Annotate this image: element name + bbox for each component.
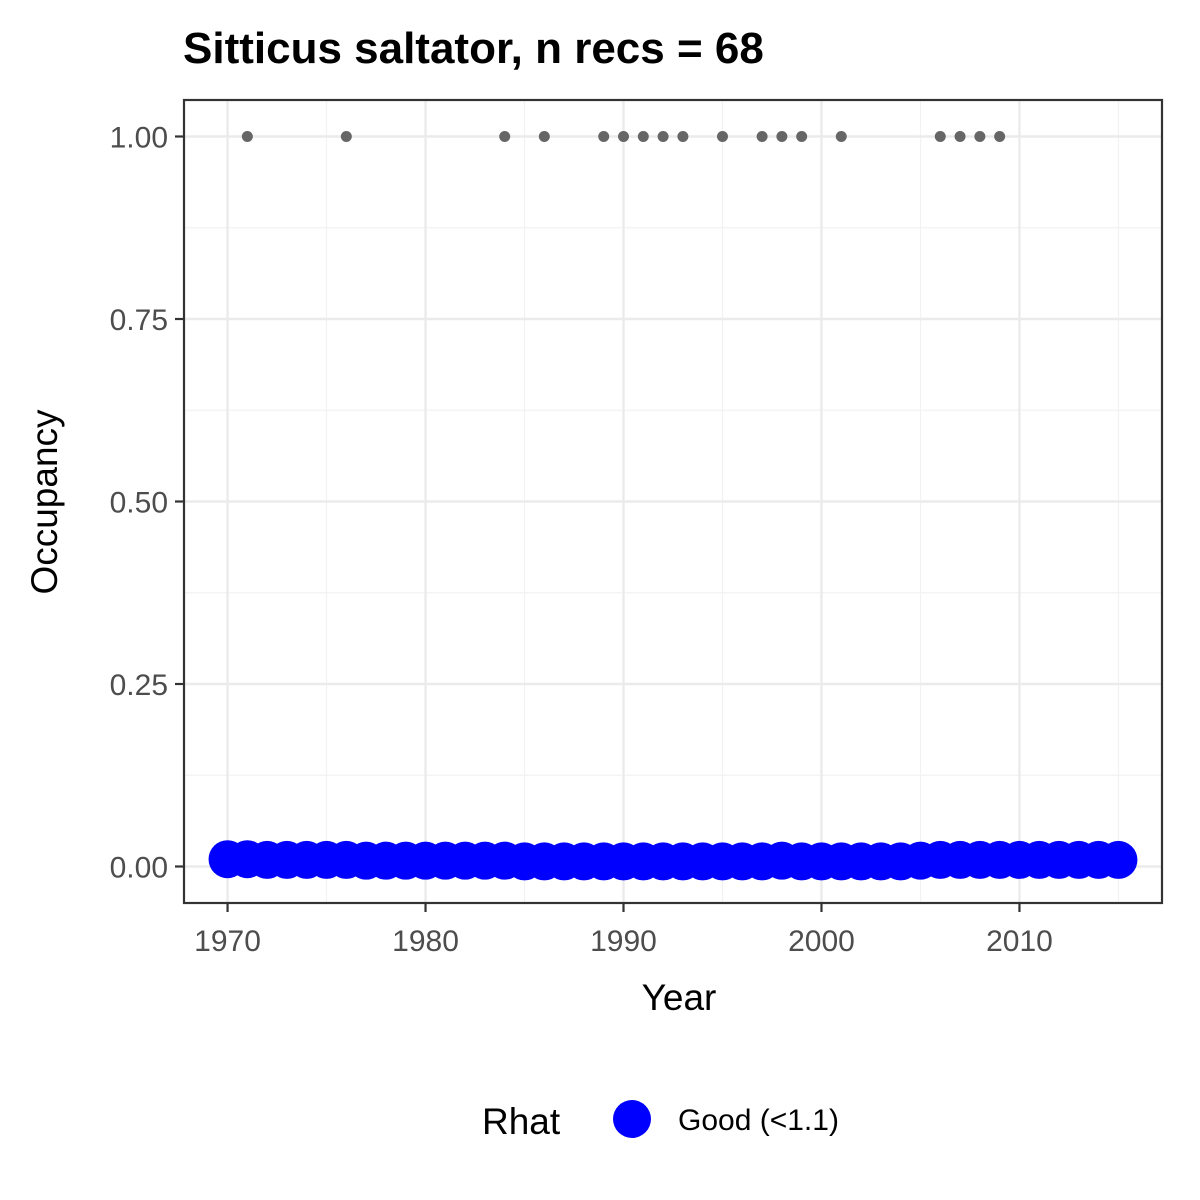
y-axis: 0.00 0.25 0.50 0.75 1.00 bbox=[110, 122, 184, 885]
x-tick-label: 1970 bbox=[194, 925, 261, 958]
y-tick-label: 1.00 bbox=[110, 122, 168, 155]
observed-record-point bbox=[241, 131, 253, 142]
chart-title: Sitticus saltator, n recs = 68 bbox=[183, 24, 764, 73]
observed-record-point bbox=[340, 131, 352, 142]
occupancy-point bbox=[1099, 840, 1138, 879]
x-axis-title: Year bbox=[642, 977, 717, 1018]
x-tick-label: 2010 bbox=[986, 925, 1053, 958]
observed-record-point bbox=[974, 131, 986, 142]
observed-records bbox=[241, 131, 1006, 142]
y-tick-label: 0.00 bbox=[110, 852, 168, 885]
occupancy-estimates bbox=[208, 840, 1138, 881]
observed-record-point bbox=[598, 131, 610, 142]
observed-record-point bbox=[934, 131, 946, 142]
observed-record-point bbox=[716, 131, 728, 142]
x-tick-label: 1980 bbox=[392, 925, 459, 958]
observed-record-point bbox=[637, 131, 649, 142]
y-tick-label: 0.50 bbox=[110, 487, 168, 520]
observed-record-point bbox=[538, 131, 550, 142]
y-tick-label: 0.75 bbox=[110, 304, 168, 337]
x-tick-label: 2000 bbox=[788, 925, 855, 958]
observed-record-point bbox=[954, 131, 966, 142]
legend-key-good bbox=[613, 1100, 651, 1138]
observed-record-point bbox=[756, 131, 768, 142]
legend: Rhat Good (<1.1) bbox=[482, 1100, 839, 1142]
observed-record-point bbox=[677, 131, 689, 142]
legend-label-good: Good (<1.1) bbox=[678, 1104, 839, 1137]
observed-record-point bbox=[776, 131, 788, 142]
x-tick-label: 1990 bbox=[590, 925, 657, 958]
legend-title: Rhat bbox=[482, 1101, 561, 1142]
y-tick-label: 0.25 bbox=[110, 669, 168, 702]
observed-record-point bbox=[796, 131, 808, 142]
observed-record-point bbox=[657, 131, 669, 142]
observed-record-point bbox=[835, 131, 847, 142]
observed-record-point bbox=[618, 131, 630, 142]
x-axis: 1970 1980 1990 2000 2010 bbox=[194, 903, 1053, 958]
y-axis-title: Occupancy bbox=[24, 409, 65, 595]
observed-record-point bbox=[994, 131, 1006, 142]
observed-record-point bbox=[499, 131, 511, 142]
major-gridlines bbox=[184, 100, 1162, 903]
